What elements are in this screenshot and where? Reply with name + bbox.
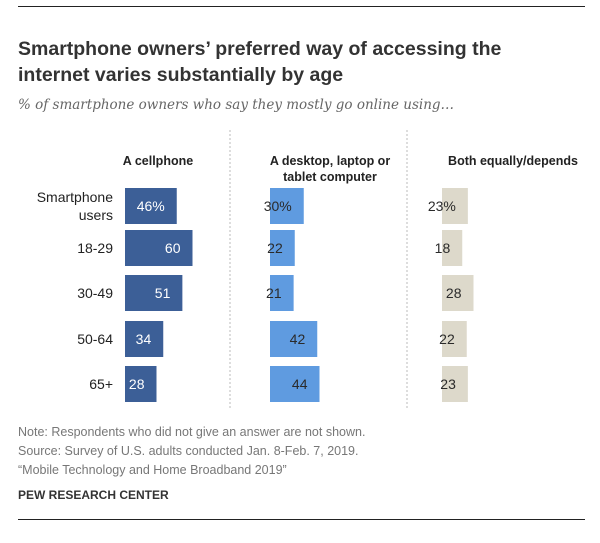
category-label: Smartphone	[37, 189, 113, 205]
data-label: 22	[267, 240, 283, 256]
series-header: Both equally/depends	[448, 154, 578, 168]
data-label: 42	[290, 331, 306, 347]
bar	[125, 275, 183, 311]
data-label: 46%	[137, 198, 165, 214]
data-label: 34	[136, 331, 152, 347]
org-name: PEW RESEARCH CENTER	[18, 488, 169, 502]
data-label: 28	[129, 376, 145, 392]
bar	[125, 230, 193, 266]
chart-title: Smartphone owners’ preferred way of acce…	[18, 38, 502, 86]
bar	[442, 188, 468, 224]
bar	[442, 321, 467, 357]
category-label: 50-64	[77, 331, 113, 347]
chart-notes: Note: Respondents who did not give an an…	[18, 423, 365, 480]
data-label: 30%	[264, 198, 292, 214]
chart-subtitle: % of smartphone owners who say they most…	[18, 97, 455, 113]
bar	[270, 188, 304, 224]
data-label: 51	[155, 285, 171, 301]
bar	[442, 366, 468, 402]
bar	[442, 230, 463, 266]
category-label: users	[79, 207, 113, 223]
note-line: Note: Respondents who did not give an an…	[18, 425, 366, 439]
bar	[125, 188, 177, 224]
bar	[270, 366, 320, 402]
data-label: 28	[446, 285, 462, 301]
data-label: 23%	[428, 198, 456, 214]
data-label: 21	[266, 285, 282, 301]
bar	[442, 275, 474, 311]
bar	[270, 321, 318, 357]
category-label: 18-29	[77, 240, 113, 256]
bar	[270, 230, 295, 266]
data-label: 18	[435, 240, 451, 256]
data-label: 22	[439, 331, 455, 347]
category-label: 65+	[89, 376, 113, 392]
series-header: A desktop, laptop or	[270, 154, 391, 168]
bar	[125, 321, 164, 357]
category-label: 30-49	[77, 285, 113, 301]
series-header: A cellphone	[123, 154, 193, 168]
data-label: 44	[292, 376, 308, 392]
source-line: Source: Survey of U.S. adults conducted …	[18, 444, 359, 458]
bottom-rule	[18, 519, 585, 520]
bar	[270, 275, 294, 311]
top-rule	[18, 6, 585, 7]
data-label: 23	[440, 376, 456, 392]
series-header: tablet computer	[283, 170, 377, 184]
data-label: 60	[165, 240, 181, 256]
bar	[125, 366, 157, 402]
chart: A cellphone 46% 60 51 34 28 A desktop, laptop …	[37, 130, 578, 410]
report-line: “Mobile Technology and Home Broadband 20…	[18, 463, 287, 477]
